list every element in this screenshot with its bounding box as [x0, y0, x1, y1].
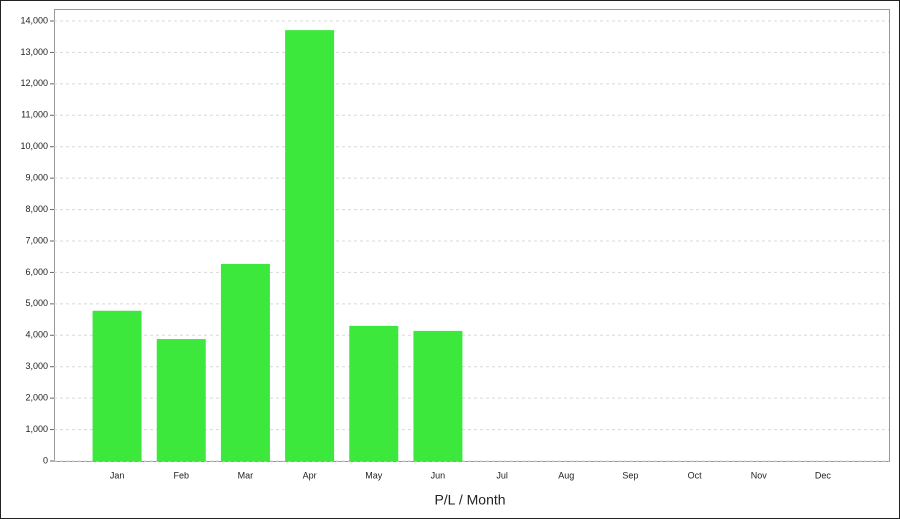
x-tick-label: Mar [238, 470, 254, 480]
x-tick-label: Jul [496, 470, 508, 480]
bar [349, 325, 399, 461]
y-tick-label: 7,000 [25, 235, 48, 245]
x-tick-label: May [365, 470, 383, 480]
bar [413, 330, 463, 461]
x-axis-title: P/L / Month [434, 492, 505, 508]
y-tick-label: 1,000 [25, 424, 48, 434]
x-tick-label: Oct [688, 470, 703, 480]
bar [220, 263, 270, 461]
x-tick-label: Aug [558, 470, 574, 480]
x-tick-label: Dec [815, 470, 832, 480]
x-tick-label: Jun [431, 470, 446, 480]
x-tick-label: Jan [110, 470, 125, 480]
x-tick-label: Sep [622, 470, 638, 480]
bar [285, 30, 335, 461]
y-tick-label: 5,000 [25, 298, 48, 308]
y-tick-label: 0 [43, 455, 48, 465]
y-tick-label: 2,000 [25, 393, 48, 403]
y-tick-label: 12,000 [20, 78, 48, 88]
y-tick-label: 10,000 [20, 141, 48, 151]
bar [92, 310, 142, 461]
bar [156, 339, 206, 461]
y-tick-label: 14,000 [20, 15, 48, 25]
y-tick-label: 13,000 [20, 47, 48, 57]
x-tick-label: Feb [173, 470, 189, 480]
y-tick-label: 8,000 [25, 204, 48, 214]
y-tick-label: 9,000 [25, 173, 48, 183]
y-tick-label: 6,000 [25, 267, 48, 277]
x-tick-label: Apr [303, 470, 317, 480]
x-tick-label: Nov [751, 470, 768, 480]
y-tick-label: 3,000 [25, 361, 48, 371]
y-tick-label: 11,000 [21, 110, 48, 120]
y-tick-label: 4,000 [25, 330, 48, 340]
